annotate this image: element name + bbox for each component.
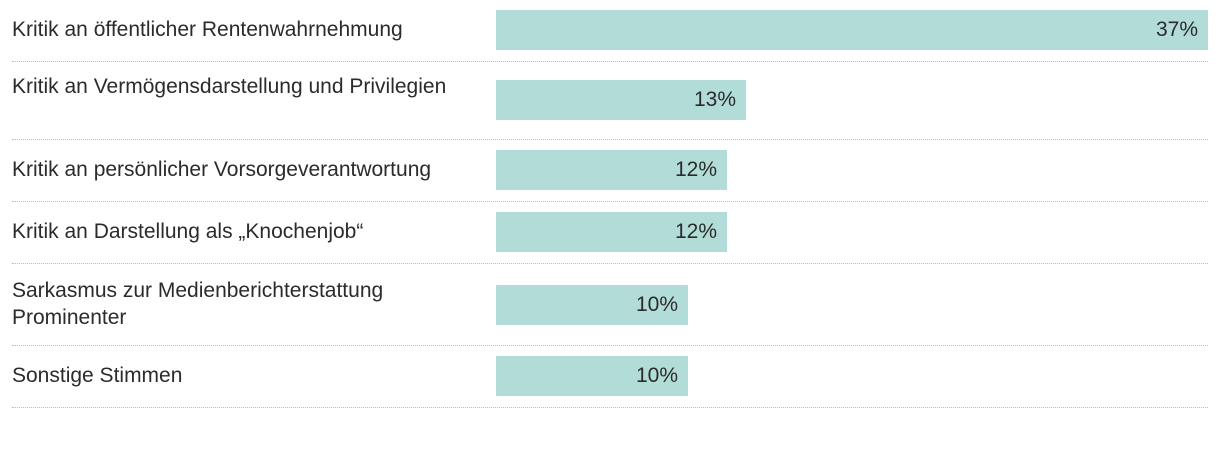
bar: 10% (496, 356, 688, 396)
bar: 13% (496, 80, 746, 120)
bar-row: Kritik an öffentlicher Rentenwahrnehmung… (12, 0, 1208, 62)
bar-row: Kritik an persönlicher Vorsorgeverantwor… (12, 140, 1208, 202)
bar: 10% (496, 285, 688, 325)
category-label: Kritik an persönlicher Vorsorgeverantwor… (12, 158, 432, 181)
bar-row: Sonstige Stimmen 10% (12, 346, 1208, 408)
category-label: Sonstige Stimmen (12, 364, 183, 387)
category-label: Kritik an öffentlicher Rentenwahrnehmung (12, 18, 403, 41)
value-label: 13% (693, 88, 736, 111)
bar-row: Kritik an Vermögensdarstellung und Privi… (12, 62, 1208, 140)
category-label: Kritik an Darstellung als „Knochenjob“ (12, 220, 364, 243)
value-label: 37% (1155, 18, 1198, 41)
value-label: 12% (674, 158, 717, 181)
bar: 37% (496, 10, 1208, 50)
bar-row: Kritik an Darstellung als „Knochenjob“ 12… (12, 202, 1208, 264)
bar: 12% (496, 150, 727, 190)
value-label: 10% (635, 364, 678, 387)
value-label: 10% (635, 293, 678, 316)
category-label: Sarkasmus zur Medienberichterstattung Pr… (12, 279, 384, 329)
category-label: Kritik an Vermögensdarstellung und Privi… (12, 75, 447, 98)
value-label: 12% (674, 220, 717, 243)
bar: 12% (496, 212, 727, 252)
bar-row: Sarkasmus zur Medienberichterstattung Pr… (12, 264, 1208, 346)
